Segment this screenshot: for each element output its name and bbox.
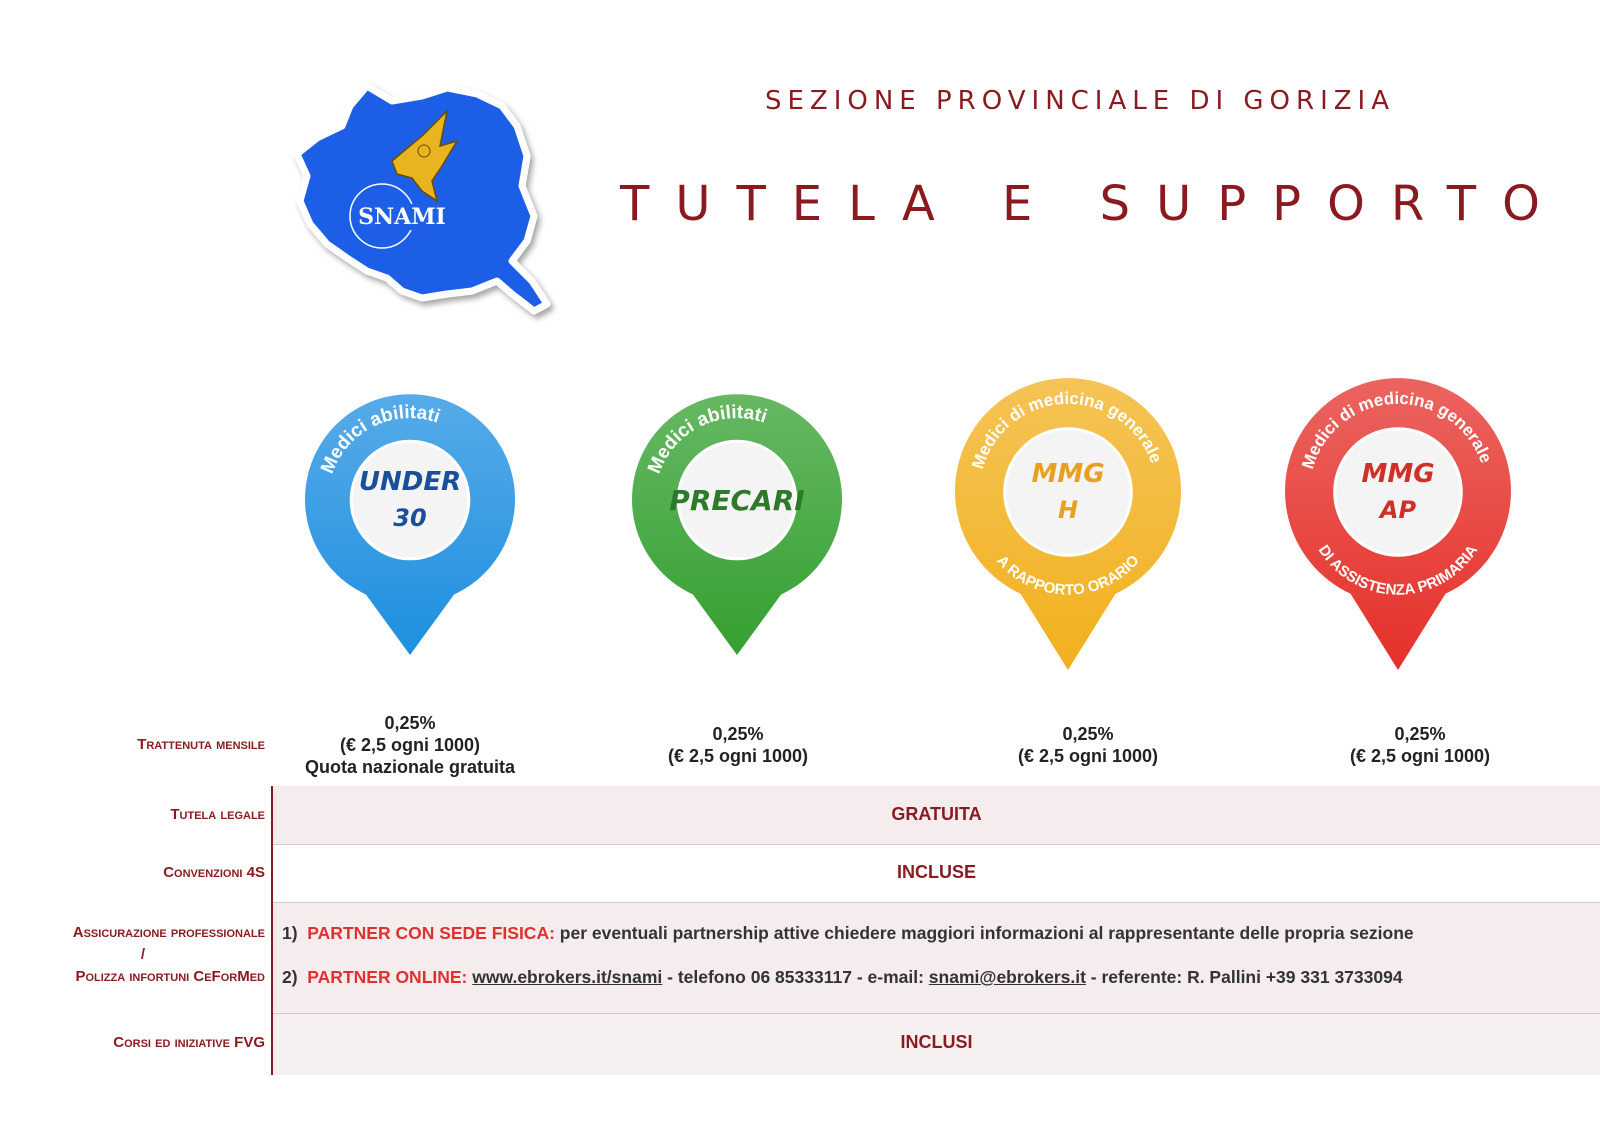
pin-bottom-label: A RAPPORTO ORARIO [993,552,1143,599]
pin-main-label: H [1058,496,1078,524]
pin-main-label: UNDER [359,467,461,497]
region-map-shape [293,82,551,315]
fee-precari: 0,25% (€ 2,5 ogni 1000) [667,724,809,766]
pin-main-label: MMG [1361,459,1434,489]
assicurazione-item-2: 2) PARTNER ONLINE: www.ebrokers.it/snami… [282,967,1403,987]
table-left-rule [271,786,273,1075]
page-title: TUTELA E SUPPORTO [620,176,1566,232]
row-label-trattenuta: Trattenuta mensile [137,736,265,753]
snami-logo: SNAMI [293,82,551,315]
row-assicurazione-band [273,903,1600,1013]
row-separator [273,844,1600,845]
pin-mmg-ap: Medici di medicina generale DI ASSISTENZA… [1284,378,1512,670]
tutela-value: GRATUITA [891,804,982,824]
fee-mmg-h: 0,25% (€ 2,5 ogni 1000) [1017,724,1159,766]
eagle-icon [391,108,459,203]
pin-main-label: PRECARI [669,484,804,517]
pin-main-label: MMG [1031,459,1104,489]
pin-top-label: Medici di medicina generale [968,389,1166,472]
row-label-corsi: Corsi ed iniziative FVG [113,1034,265,1051]
pin-top-label: Medici abilitati [644,402,769,477]
email-link[interactable]: snami@ebrokers.it [928,967,1086,987]
row-separator [273,902,1600,903]
section-subtitle: SEZIONE PROVINCIALE DI GORIZIA [764,86,1396,116]
convenzioni-value: INCLUSE [896,862,976,882]
row-label-convenzioni: Convenzioni 4S [163,864,265,881]
pin-main-label: 30 [393,504,426,532]
fee-under30: 0,25% (€ 2,5 ogni 1000) Quota nazionale … [304,713,516,777]
row-separator [273,1013,1600,1014]
pin-top-label: Medici di medicina generale [1298,389,1496,472]
row-tutela-band [273,786,1600,844]
row-label-separator: / [140,946,145,963]
pin-precari: Medici abilitati PRECARI [632,394,842,655]
row-corsi-band [273,1014,1600,1075]
assicurazione-item-1: 1) PARTNER CON SEDE FISICA: per eventual… [282,923,1414,943]
corsi-value: INCLUSI [900,1032,973,1052]
ebrokers-link[interactable]: www.ebrokers.it/snami [472,967,663,987]
pin-top-label: Medici abilitati [317,402,442,477]
svg-text:SNAMI: SNAMI [358,204,446,230]
row-label-assicurazione: Assicurazione professionale [72,924,265,941]
fee-mmg-ap: 0,25% (€ 2,5 ogni 1000) [1349,724,1491,766]
pin-main-label: AP [1378,496,1417,524]
pin-bottom-label: DI ASSISTENZA PRIMARIA [1315,542,1481,599]
row-label-polizza: Polizza infortuni CeForMed [75,968,265,985]
pin-mmg-h: Medici di medicina generale A RAPPORTO OR… [955,378,1181,670]
row-label-tutela: Tutela legale [170,806,265,823]
